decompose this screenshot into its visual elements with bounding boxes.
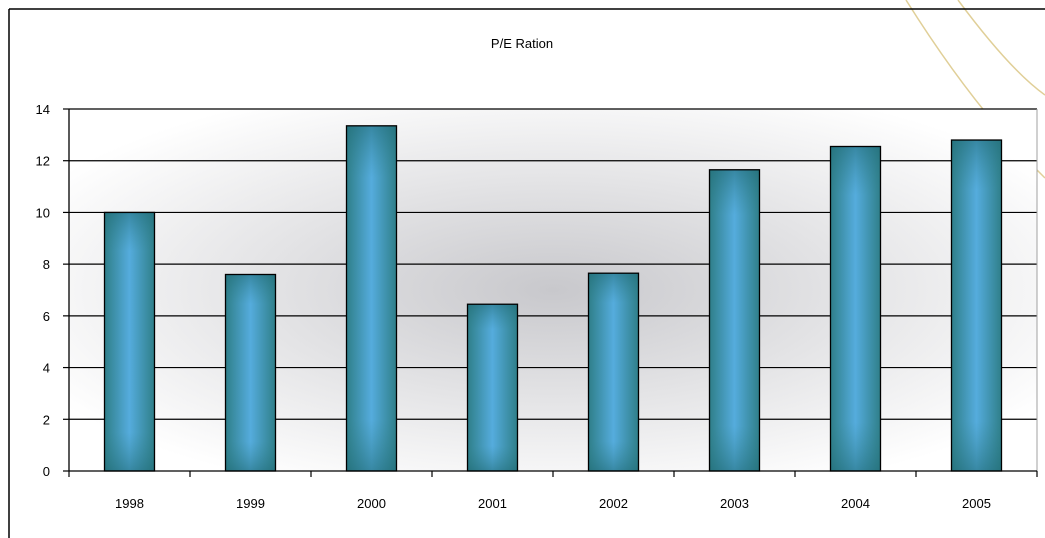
x-tick-label-1999: 1999: [236, 496, 265, 511]
bar-2002: [587, 272, 640, 472]
bar-shade-2000: [346, 125, 397, 472]
x-tick-label-1998: 1998: [115, 496, 144, 511]
x-tick-label-2001: 2001: [478, 496, 507, 511]
bar-1999: [224, 273, 277, 472]
bar-2001: [466, 303, 519, 472]
bar-2004: [829, 145, 882, 472]
plot-area: [69, 109, 1037, 471]
y-tick-label-14: 14: [36, 102, 50, 117]
bar-shade-2003: [709, 169, 760, 471]
y-tick-label-12: 12: [36, 154, 50, 169]
decorative-arc-outer: [957, 0, 1045, 96]
y-tick-labels: 0 2 4 6 8 10 12 14: [36, 102, 50, 479]
y-tick-label-6: 6: [43, 309, 50, 324]
bar-shade-2001: [467, 304, 518, 471]
y-tick-label-2: 2: [43, 412, 50, 427]
x-tick-label-2002: 2002: [599, 496, 628, 511]
x-tick-label-2003: 2003: [720, 496, 749, 511]
chart-border: [8, 8, 1045, 538]
chart-title: P/E Ration: [491, 36, 553, 51]
y-tick-label-4: 4: [43, 361, 50, 376]
bar-1998: [103, 211, 156, 472]
bar-shade-1998: [104, 212, 155, 471]
y-tick-label-8: 8: [43, 257, 50, 272]
bar-shade-2002: [588, 273, 639, 471]
x-tick-label-2004: 2004: [841, 496, 870, 511]
x-tick-label-2000: 2000: [357, 496, 386, 511]
bar-shade-2004: [830, 146, 881, 471]
y-tick-label-10: 10: [36, 205, 50, 220]
bar-2005: [950, 139, 1003, 472]
x-tick-label-2005: 2005: [962, 496, 991, 511]
bar-2003: [708, 169, 761, 472]
bar-shade-2005: [951, 140, 1002, 471]
bar-shade-1999: [225, 274, 276, 471]
axes: [63, 108, 1038, 477]
y-tick-label-0: 0: [43, 464, 50, 479]
x-tick-labels: 1998 1999 2000 2001 2002 2003 2004 2005: [115, 496, 991, 511]
bar-2000: [345, 125, 398, 472]
bars: [103, 125, 1003, 472]
